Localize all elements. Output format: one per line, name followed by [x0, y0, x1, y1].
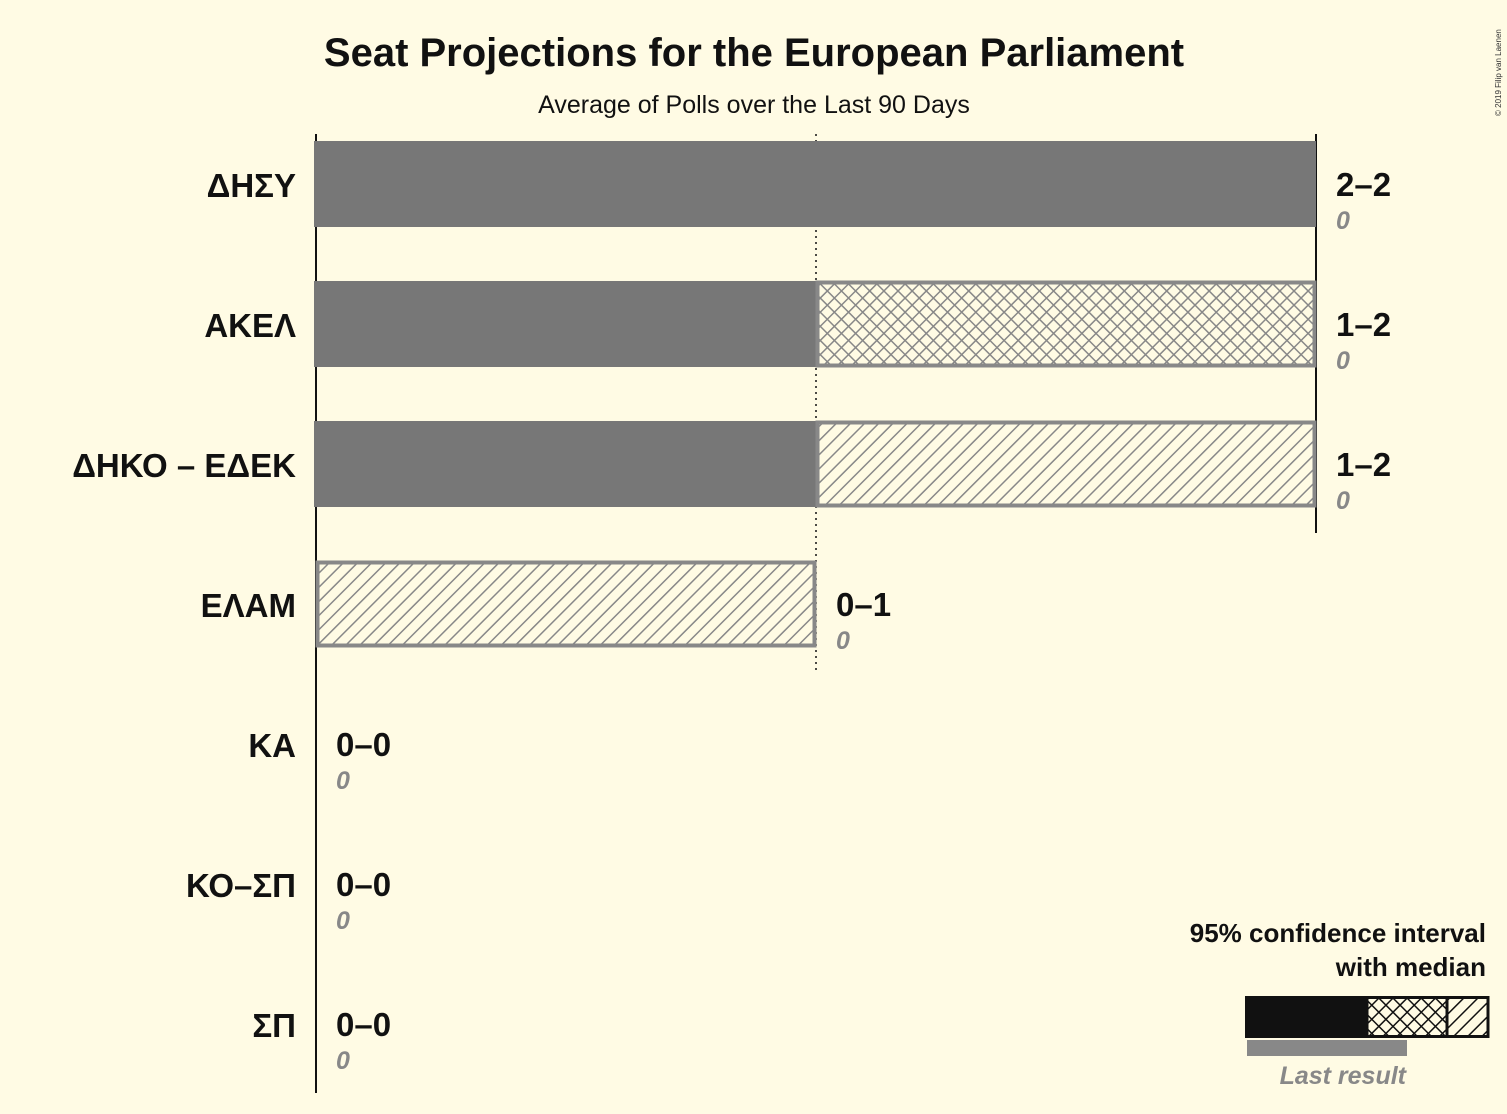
- row-4-party-label: ΕΛΑΜ: [201, 587, 296, 624]
- row-1-party-label: ΔΗΣΥ: [207, 167, 296, 204]
- row-3-interval-solid: [314, 421, 816, 507]
- row-6-last-result-label: 0: [336, 907, 350, 935]
- row-4-last-result-label: 0: [836, 627, 850, 655]
- row-7-last-result-label: 0: [336, 1047, 350, 1075]
- row-2-range-label: 1–2: [1336, 306, 1391, 343]
- row-3-interval-median-to-high: [815, 420, 1317, 508]
- legend-crosshatch-swatch: [1365, 996, 1449, 1038]
- row-7-party-label: ΣΠ: [252, 1007, 296, 1044]
- row-4-interval-median-to-high: [315, 560, 817, 648]
- legend-diagonal-swatch: [1445, 996, 1490, 1038]
- row-4-range-label: 0–1: [836, 586, 891, 623]
- row-5-range-label: 0–0: [336, 726, 391, 763]
- row-2-party-label: ΑΚΕΛ: [204, 307, 296, 344]
- chart-subtitle: Average of Polls over the Last 90 Days: [538, 91, 970, 119]
- row-3-party-label: ΔΗΚΟ – ΕΔΕΚ: [72, 447, 296, 484]
- legend: 95% confidence interval with median Last…: [1190, 918, 1490, 1090]
- row-3-last-result-label: 0: [1336, 487, 1350, 515]
- row-1-interval-solid: [314, 141, 1316, 227]
- row-6-range-label: 0–0: [336, 866, 391, 903]
- legend-title-line1: 95% confidence interval: [1190, 918, 1486, 948]
- row-1-last-result-label: 0: [1336, 207, 1350, 235]
- row-2-last-result-label: 0: [1336, 347, 1350, 375]
- legend-last-result-label: Last result: [1280, 1062, 1408, 1090]
- labels-layer: ΔΗΣΥ 2–2 0 ΑΚΕΛ 1–2 0 ΔΗΚΟ – ΕΔΕΚ 1–2 0 ΕΛΑΜ 0–1 0 Κ…: [72, 166, 1391, 1075]
- row-6-party-label: ΚΟ–ΣΠ: [186, 867, 296, 904]
- row-5-party-label: ΚΑ: [248, 727, 296, 764]
- copyright-note: © 2019 Filip van Laenen: [1494, 29, 1503, 116]
- chart-title: Seat Projections for the European Parlia…: [324, 31, 1184, 75]
- row-1-range-label: 2–2: [1336, 166, 1391, 203]
- row-2-interval-solid: [314, 281, 816, 367]
- legend-solid-swatch: [1245, 996, 1367, 1038]
- bars-layer: [314, 141, 1317, 648]
- row-5-last-result-label: 0: [336, 767, 350, 795]
- row-3-range-label: 1–2: [1336, 446, 1391, 483]
- row-7-range-label: 0–0: [336, 1006, 391, 1043]
- row-2-interval-low-to-median: [815, 280, 1317, 368]
- legend-title-line2: with median: [1335, 952, 1486, 982]
- legend-last-result-swatch: [1247, 1040, 1407, 1056]
